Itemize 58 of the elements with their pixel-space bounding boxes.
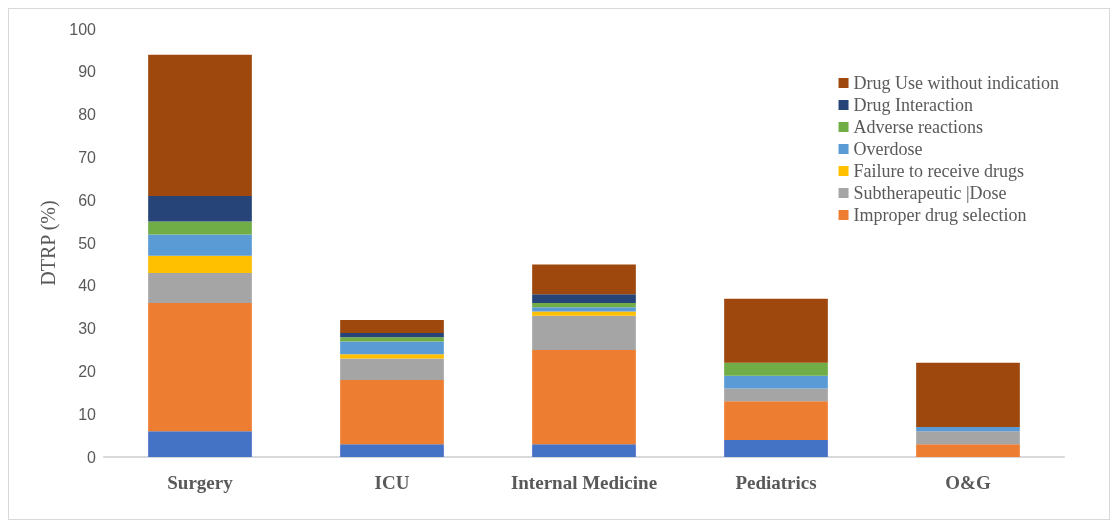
legend-label: Drug Use without indication (853, 73, 1060, 93)
x-tick-label: Surgery (167, 472, 234, 493)
x-tick-label: Internal Medicine (510, 472, 658, 493)
x-tick-label: ICU (374, 472, 410, 493)
bar (148, 302, 252, 432)
y-tick-label: 70 (78, 148, 97, 166)
legend-label: Failure to receive drugs (853, 161, 1024, 181)
y-tick-label: 40 (78, 277, 97, 295)
bar (148, 195, 252, 222)
y-tick-label: 100 (69, 20, 97, 38)
legend-label: Adverse reactions (853, 117, 983, 137)
bar (340, 444, 444, 457)
bar (532, 311, 636, 316)
bar (724, 401, 828, 440)
bar (148, 431, 252, 457)
x-tick-label: Pediatrics (735, 472, 817, 493)
bar (532, 315, 636, 350)
legend-label: Subtherapeutic |Dose (853, 183, 1007, 203)
legend-label: Overdose (853, 139, 923, 159)
y-tick-label: 90 (78, 63, 97, 81)
bar (724, 375, 828, 389)
bar (916, 431, 1020, 445)
bar (916, 444, 1020, 457)
y-tick-label: 60 (78, 191, 97, 209)
bar (532, 302, 636, 308)
y-tick-label: 30 (78, 320, 97, 338)
y-axis-title: DTRP (%) (37, 200, 61, 286)
bar (148, 234, 252, 256)
bar (532, 350, 636, 445)
bar (340, 332, 444, 338)
bar (532, 264, 636, 295)
y-tick-label: 80 (78, 106, 97, 124)
bar (532, 444, 636, 457)
legend-label: Improper drug selection (853, 205, 1027, 225)
bar (724, 298, 828, 363)
bar (532, 294, 636, 303)
bar (148, 255, 252, 273)
y-tick-label: 50 (78, 234, 97, 252)
bar (340, 354, 444, 359)
bar (532, 307, 636, 312)
bar (724, 439, 828, 457)
bar (340, 341, 444, 355)
bar (724, 388, 828, 402)
bar (148, 54, 252, 196)
y-tick-label: 0 (87, 448, 97, 466)
bar (340, 320, 444, 333)
y-tick-label: 10 (78, 405, 97, 423)
x-tick-label: O&G (945, 472, 991, 493)
bar (724, 362, 828, 376)
bar (340, 358, 444, 380)
bar (340, 337, 444, 342)
bar (148, 272, 252, 303)
bar (916, 362, 1020, 428)
bar (916, 427, 1020, 432)
legend-label: Drug Interaction (853, 95, 973, 115)
bar (148, 221, 252, 235)
y-tick-label: 20 (78, 362, 97, 380)
bar (340, 379, 444, 445)
